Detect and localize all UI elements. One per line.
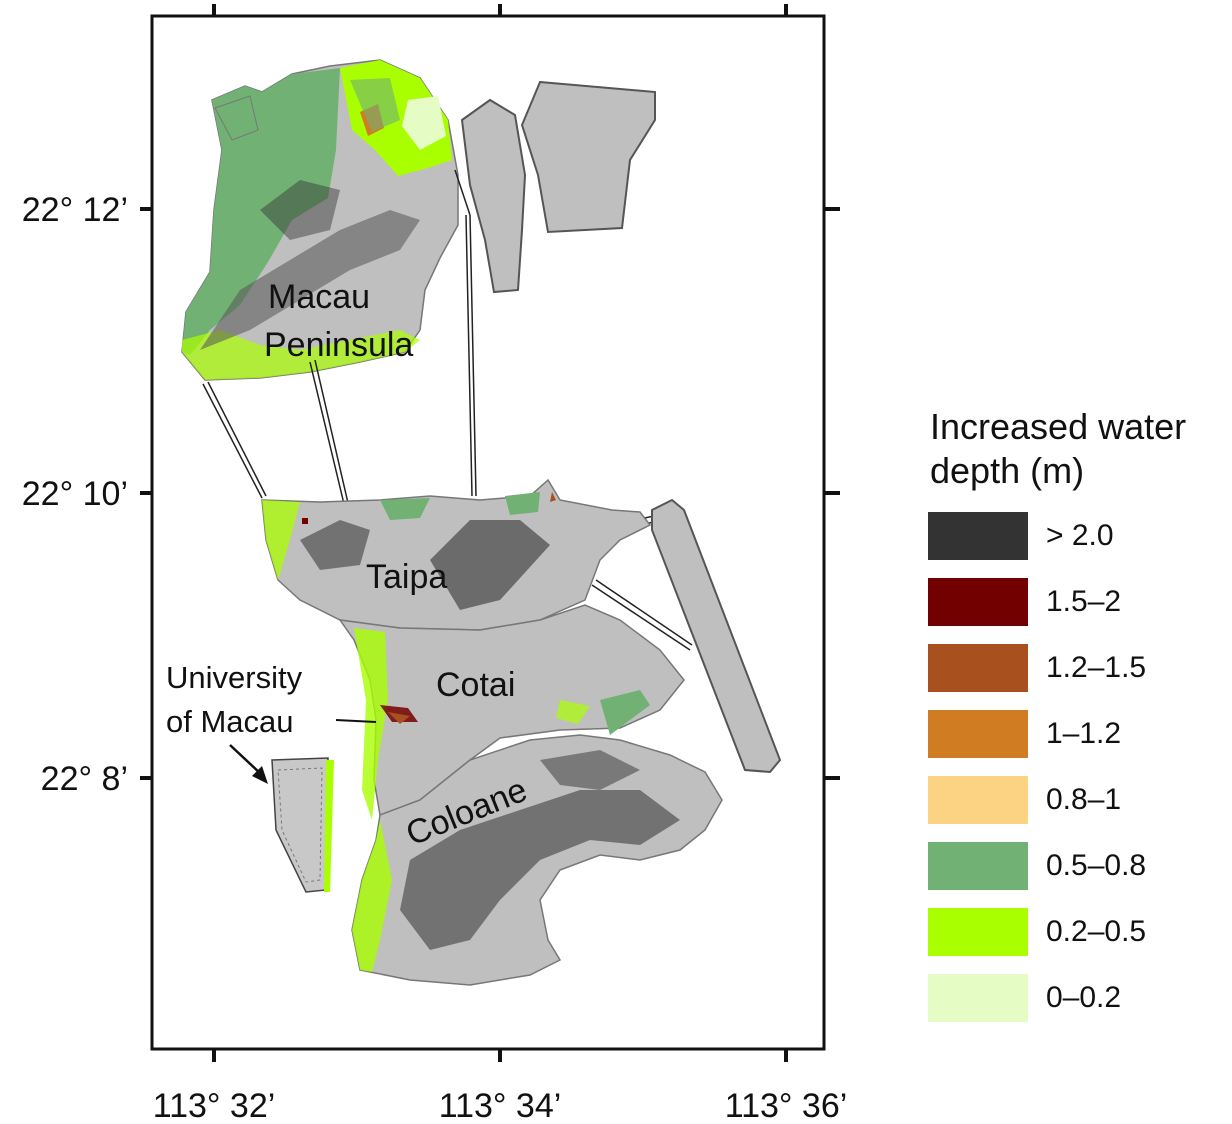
legend-swatch — [928, 710, 1028, 758]
university-pointer-arrowhead — [252, 766, 268, 784]
taipa-island — [261, 478, 652, 631]
y-tick-label-0: 22° 12’ — [22, 191, 128, 229]
cotai — [338, 604, 685, 820]
university-of-macau-campus — [271, 757, 334, 893]
legend-swatch — [928, 776, 1028, 824]
legend-label: 0.8–1 — [1046, 783, 1122, 816]
legend-label: 1.2–1.5 — [1046, 651, 1147, 684]
y-tick-label-1: 22° 10’ — [22, 475, 128, 513]
place-label-of-macau: of Macau — [166, 704, 294, 739]
legend-title: Increased water depth (m) — [930, 406, 1187, 491]
legend-label: > 2.0 — [1046, 519, 1114, 552]
legend-item: 0.8–1 — [928, 767, 1228, 833]
legend-items: > 2.0 1.5–2 1.2–1.5 1–1.2 0.8–1 0.5–0.8 … — [928, 503, 1228, 1031]
reclamation-zone-a — [460, 98, 527, 294]
legend-label: 1–1.2 — [1046, 717, 1122, 750]
place-label-taipa: Taipa — [366, 558, 447, 596]
legend-swatch — [928, 644, 1028, 692]
legend-item: 0.5–0.8 — [928, 833, 1228, 899]
legend-label: 1.5–2 — [1046, 585, 1122, 618]
place-label-peninsula: Peninsula — [264, 326, 413, 364]
reclamation-zone-b — [520, 80, 656, 234]
place-label-cotai: Cotai — [436, 666, 515, 704]
coloane-island — [351, 734, 723, 986]
legend-item: 1.2–1.5 — [928, 635, 1228, 701]
legend-swatch — [928, 512, 1028, 560]
legend-label: 0.2–0.5 — [1046, 915, 1147, 948]
legend-swatch — [928, 578, 1028, 626]
x-tick-label-1: 113° 34’ — [439, 1087, 562, 1124]
legend-item: > 2.0 — [928, 503, 1228, 569]
legend-item: 0–0.2 — [928, 965, 1228, 1031]
place-label-macau: Macau — [268, 278, 370, 316]
university-leader-line — [335, 719, 377, 723]
legend-label: 0–0.2 — [1046, 981, 1122, 1014]
legend-item: 0.2–0.5 — [928, 899, 1228, 965]
legend-item: 1.5–2 — [928, 569, 1228, 635]
legend-swatch — [928, 842, 1028, 890]
legend-label: 0.5–0.8 — [1046, 849, 1147, 882]
legend-item: 1–1.2 — [928, 701, 1228, 767]
x-tick-label-2: 113° 36’ — [725, 1087, 848, 1124]
x-tick-label-0: 113° 32’ — [153, 1087, 276, 1124]
airport-runway — [651, 498, 782, 774]
legend-swatch — [928, 974, 1028, 1022]
macau-peninsula — [181, 59, 459, 381]
place-label-university: University — [166, 660, 303, 695]
tick-marks — [140, 4, 840, 1062]
y-tick-label-2: 22° 8’ — [41, 760, 128, 798]
legend-swatch — [928, 908, 1028, 956]
university-pointer-line — [229, 744, 263, 776]
legend: Increased water depth (m) > 2.0 1.5–2 1.… — [928, 405, 1228, 1031]
